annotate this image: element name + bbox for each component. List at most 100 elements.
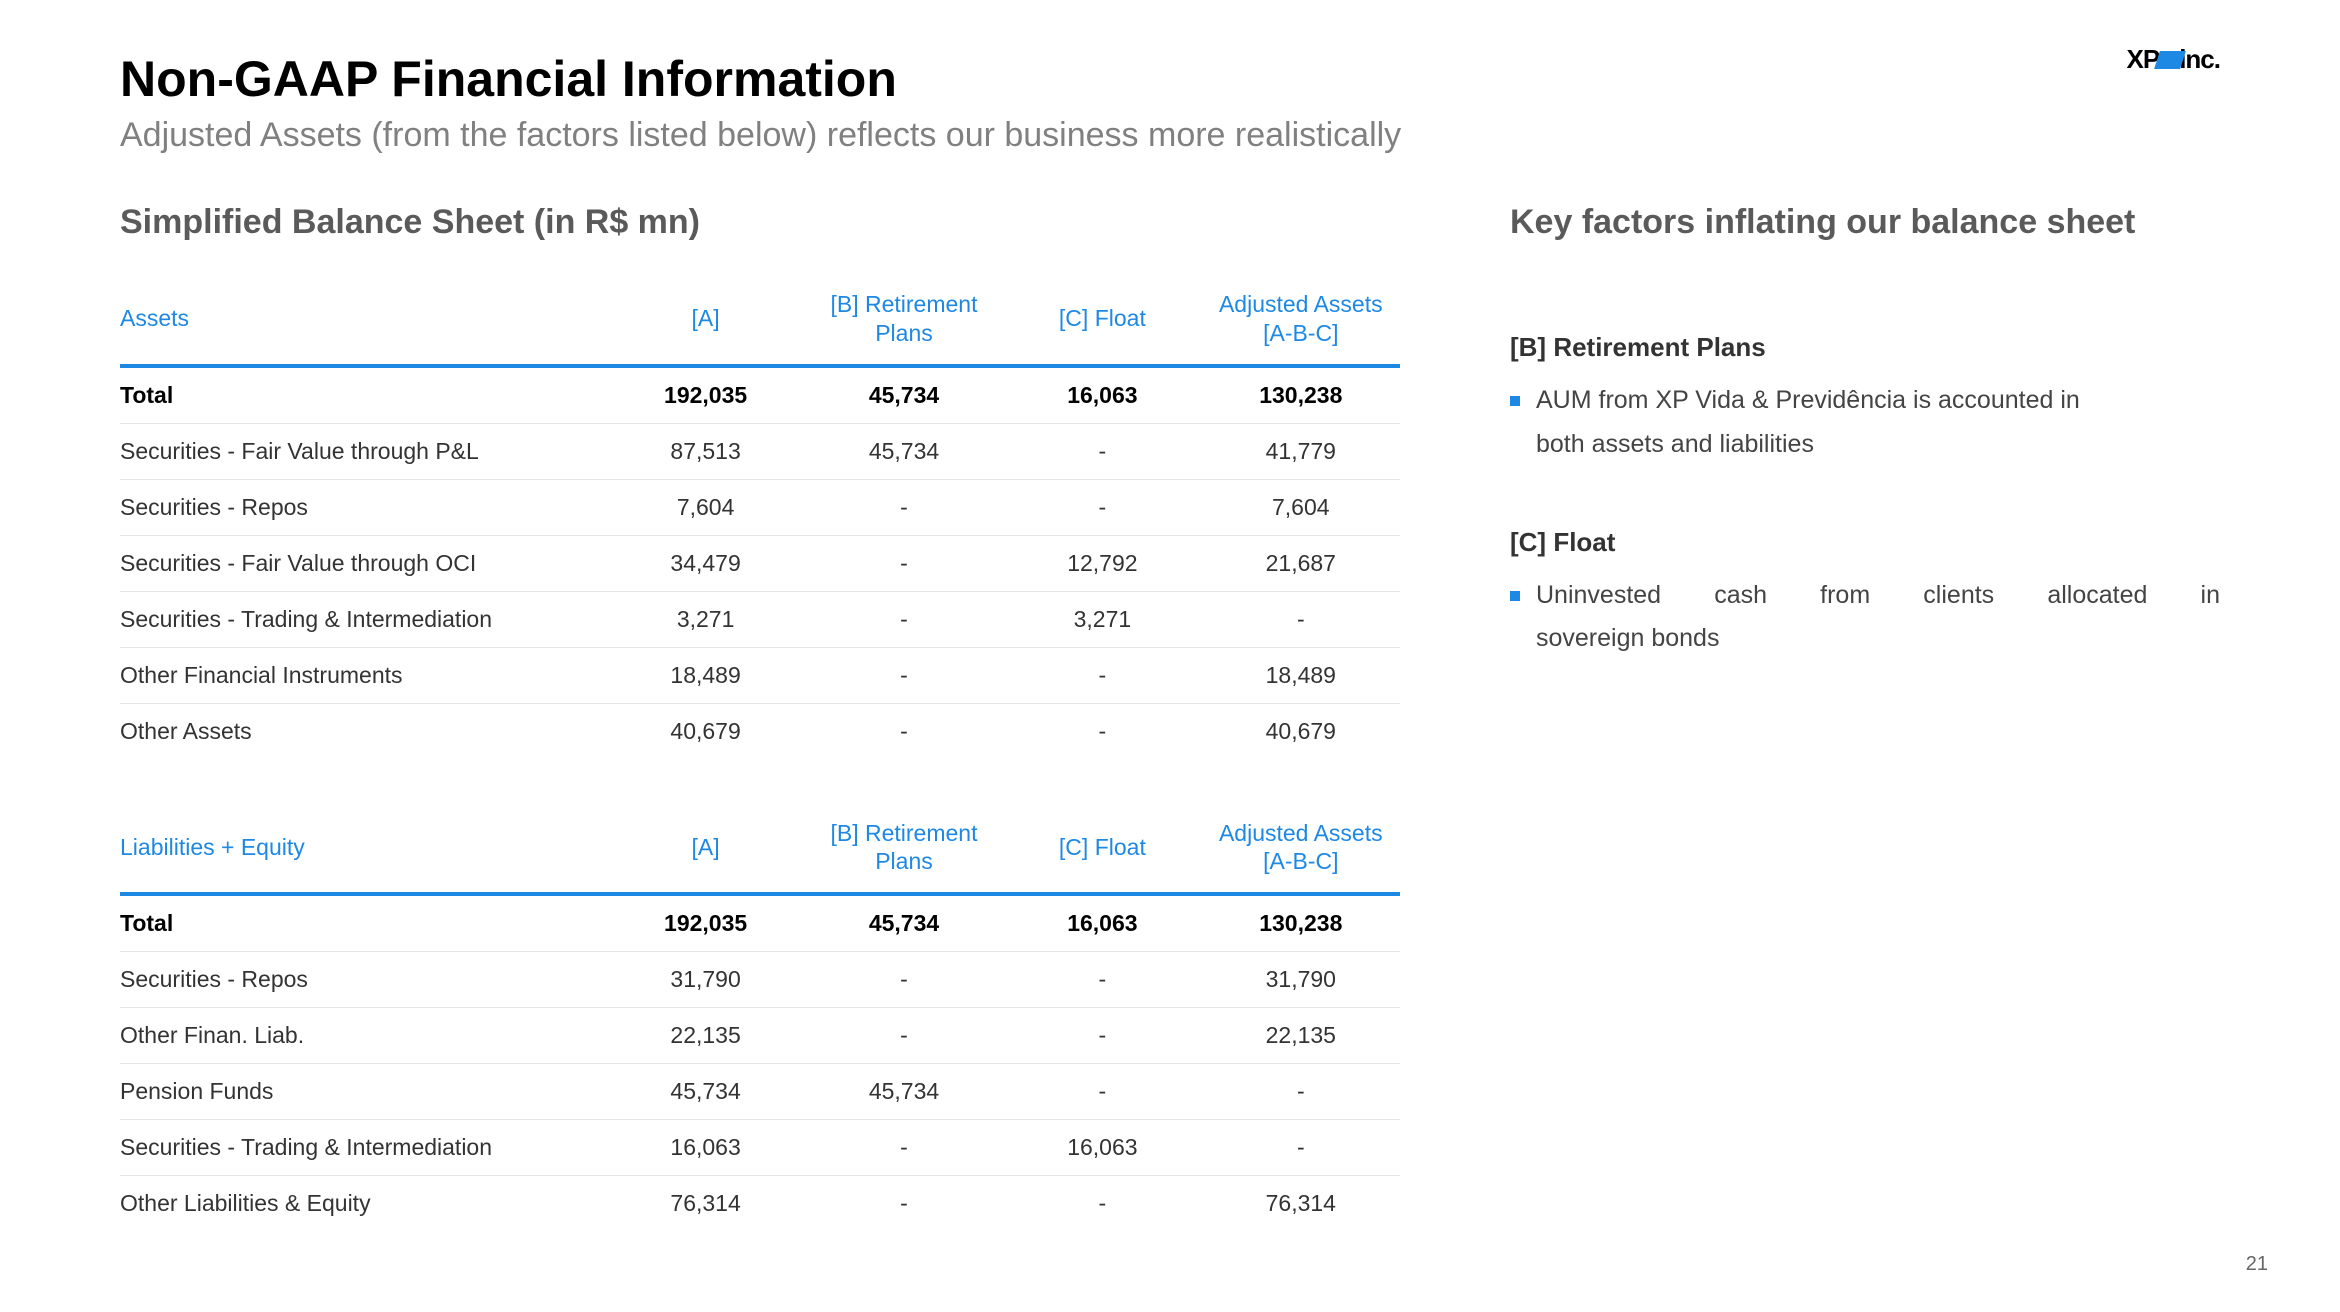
row-label: Other Liabilities & Equity [120, 1176, 606, 1232]
table-row: Securities - Repos31,790--31,790 [120, 952, 1400, 1008]
row-value: 45,734 [805, 423, 1003, 479]
col-header-b: [B] Retirement Plans [805, 278, 1003, 366]
row-label: Securities - Fair Value through OCI [120, 535, 606, 591]
row-value: - [805, 952, 1003, 1008]
assets-table: Assets [A] [B] Retirement Plans [C] Floa… [120, 278, 1400, 759]
row-value: 18,489 [1202, 647, 1400, 703]
row-value: - [805, 535, 1003, 591]
row-value: 16,063 [1003, 894, 1201, 952]
table-row: Pension Funds45,73445,734-- [120, 1064, 1400, 1120]
row-value: - [805, 1008, 1003, 1064]
row-value: 41,779 [1202, 423, 1400, 479]
table-row: Other Assets40,679--40,679 [120, 703, 1400, 759]
table-row: Total192,03545,73416,063130,238 [120, 366, 1400, 424]
row-label: Total [120, 894, 606, 952]
row-label: Securities - Fair Value through P&L [120, 423, 606, 479]
row-label: Securities - Repos [120, 479, 606, 535]
row-value: 16,063 [1003, 366, 1201, 424]
row-value: - [1003, 423, 1201, 479]
factor-title: [B] Retirement Plans [1510, 332, 2220, 363]
row-value: - [805, 703, 1003, 759]
table-row: Securities - Trading & Intermediation3,2… [120, 591, 1400, 647]
row-value: 40,679 [606, 703, 804, 759]
row-value: - [1003, 703, 1201, 759]
factor-bullet: AUM from XP Vida & Previdência is accoun… [1510, 379, 2220, 467]
row-value: - [805, 591, 1003, 647]
row-value: 45,734 [606, 1064, 804, 1120]
company-logo: XPinc. [2127, 44, 2220, 75]
row-label: Securities - Repos [120, 952, 606, 1008]
table-row: Total192,03545,73416,063130,238 [120, 894, 1400, 952]
row-label: Other Finan. Liab. [120, 1008, 606, 1064]
liabilities-table: Liabilities + Equity [A] [B] Retirement … [120, 807, 1400, 1232]
row-value: - [1003, 1176, 1201, 1232]
col-header-a: [A] [606, 278, 804, 366]
row-value: 31,790 [1202, 952, 1400, 1008]
row-label: Other Assets [120, 703, 606, 759]
factor-list: Uninvested cash from clients allocated i… [1510, 574, 2220, 662]
row-value: - [1003, 479, 1201, 535]
row-value: 130,238 [1202, 366, 1400, 424]
factor-bullet: Uninvested cash from clients allocated i… [1510, 574, 2220, 662]
page-number: 21 [2246, 1253, 2268, 1276]
col-header-c: [C] Float [1003, 278, 1201, 366]
row-value: 22,135 [1202, 1008, 1400, 1064]
col-header-adj: Adjusted Assets [A-B-C] [1202, 278, 1400, 366]
page-subtitle: Adjusted Assets (from the factors listed… [120, 116, 2220, 155]
row-value: - [1202, 1064, 1400, 1120]
page-title: Non-GAAP Financial Information [120, 50, 2220, 108]
row-value: 130,238 [1202, 894, 1400, 952]
row-value: 7,604 [606, 479, 804, 535]
row-value: - [805, 1120, 1003, 1176]
row-value: 18,489 [606, 647, 804, 703]
row-value: 45,734 [805, 1064, 1003, 1120]
balance-sheet-heading: Simplified Balance Sheet (in R$ mn) [120, 203, 1400, 242]
col-header-b: [B] Retirement Plans [805, 807, 1003, 895]
row-value: - [1003, 647, 1201, 703]
col-header-adj: Adjusted Assets [A-B-C] [1202, 807, 1400, 895]
row-value: 16,063 [1003, 1120, 1201, 1176]
table-row: Other Liabilities & Equity76,314--76,314 [120, 1176, 1400, 1232]
row-value: 3,271 [606, 591, 804, 647]
row-value: 3,271 [1003, 591, 1201, 647]
row-label: Securities - Trading & Intermediation [120, 1120, 606, 1176]
row-label: Pension Funds [120, 1064, 606, 1120]
row-value: - [1003, 1064, 1201, 1120]
row-value: 45,734 [805, 894, 1003, 952]
row-label: Total [120, 366, 606, 424]
table-row: Securities - Trading & Intermediation16,… [120, 1120, 1400, 1176]
assets-header-label: Assets [120, 278, 606, 366]
row-value: 192,035 [606, 366, 804, 424]
liabilities-header-label: Liabilities + Equity [120, 807, 606, 895]
row-value: 7,604 [1202, 479, 1400, 535]
row-value: 76,314 [606, 1176, 804, 1232]
col-header-a: [A] [606, 807, 804, 895]
factor-title: [C] Float [1510, 527, 2220, 558]
factor-list: AUM from XP Vida & Previdência is accoun… [1510, 379, 2220, 467]
table-row: Other Financial Instruments18,489--18,48… [120, 647, 1400, 703]
row-value: - [1003, 952, 1201, 1008]
table-row: Securities - Repos7,604--7,604 [120, 479, 1400, 535]
row-value: 192,035 [606, 894, 804, 952]
row-label: Securities - Trading & Intermediation [120, 591, 606, 647]
row-value: - [805, 647, 1003, 703]
row-value: 34,479 [606, 535, 804, 591]
table-row: Other Finan. Liab.22,135--22,135 [120, 1008, 1400, 1064]
row-value: - [1202, 591, 1400, 647]
row-value: 31,790 [606, 952, 804, 1008]
row-value: 12,792 [1003, 535, 1201, 591]
row-value: - [805, 479, 1003, 535]
row-value: - [1003, 1008, 1201, 1064]
row-value: 76,314 [1202, 1176, 1400, 1232]
row-label: Other Financial Instruments [120, 647, 606, 703]
row-value: 87,513 [606, 423, 804, 479]
table-row: Securities - Fair Value through P&L87,51… [120, 423, 1400, 479]
row-value: 22,135 [606, 1008, 804, 1064]
row-value: - [805, 1176, 1003, 1232]
row-value: 16,063 [606, 1120, 804, 1176]
table-row: Securities - Fair Value through OCI34,47… [120, 535, 1400, 591]
col-header-c: [C] Float [1003, 807, 1201, 895]
row-value: 40,679 [1202, 703, 1400, 759]
factors-heading: Key factors inflating our balance sheet [1510, 203, 2220, 242]
row-value: 45,734 [805, 366, 1003, 424]
